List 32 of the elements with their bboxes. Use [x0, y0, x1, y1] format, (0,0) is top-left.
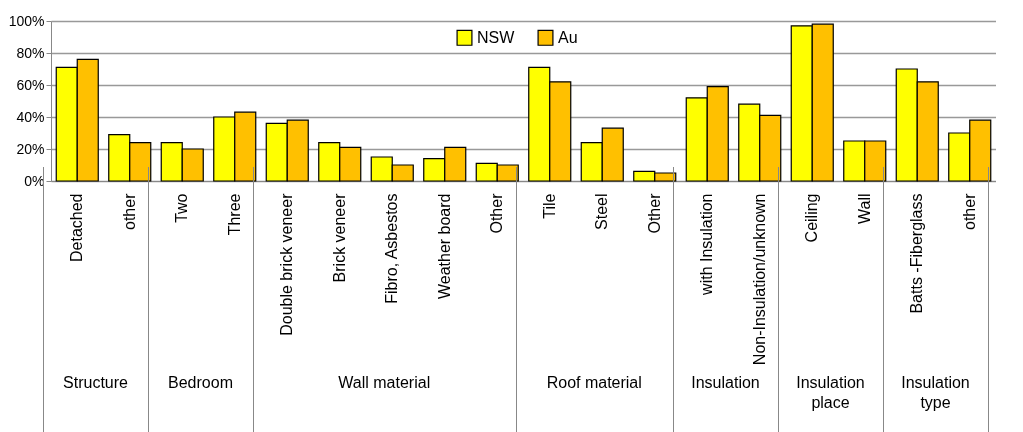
- text: Insulation place: [795, 373, 866, 413]
- x-tick-label: Fibro, Asbestos: [383, 193, 401, 304]
- legend-label: NSW: [477, 28, 516, 46]
- x-tick-label: Wall: [855, 193, 873, 225]
- x-tick-label: Ceiling: [803, 193, 821, 243]
- text: Insulation type: [900, 373, 971, 413]
- legend-label: Au: [558, 28, 578, 46]
- x-tick-label: Two: [173, 193, 191, 223]
- x-tick-label: Non-Insulation/unknown: [750, 193, 768, 366]
- x-tick-label: other: [960, 192, 978, 230]
- x-tick-label: Weather board: [435, 193, 453, 300]
- x-tick-label: Detached: [68, 193, 86, 262]
- text: Bedroom: [167, 373, 234, 393]
- y-tick-label: 80%: [16, 44, 45, 61]
- x-tick-label: with Insulation: [698, 193, 716, 296]
- text: Insulation: [690, 373, 761, 393]
- y-tick-label: 60%: [16, 76, 45, 93]
- x-tick-label: Batts -Fiberglass: [908, 193, 926, 314]
- x-tick-label: Other: [488, 192, 506, 234]
- x-tick-label: Other: [645, 192, 663, 234]
- y-tick-label: 100%: [8, 12, 45, 29]
- x-tick-label: Three: [225, 193, 243, 236]
- text: Structure: [62, 373, 129, 393]
- x-tick-label: Brick veneer: [330, 192, 348, 283]
- x-tick-label: Tile: [540, 193, 558, 219]
- x-tick-label: other: [120, 192, 138, 230]
- text: Roof material: [545, 373, 643, 393]
- x-tick-label: Double brick veneer: [278, 192, 296, 336]
- x-tick-label: Steel: [593, 193, 611, 230]
- y-tick-label: 20%: [16, 140, 45, 157]
- text: Wall material: [337, 373, 432, 393]
- y-tick-label: 40%: [16, 108, 45, 125]
